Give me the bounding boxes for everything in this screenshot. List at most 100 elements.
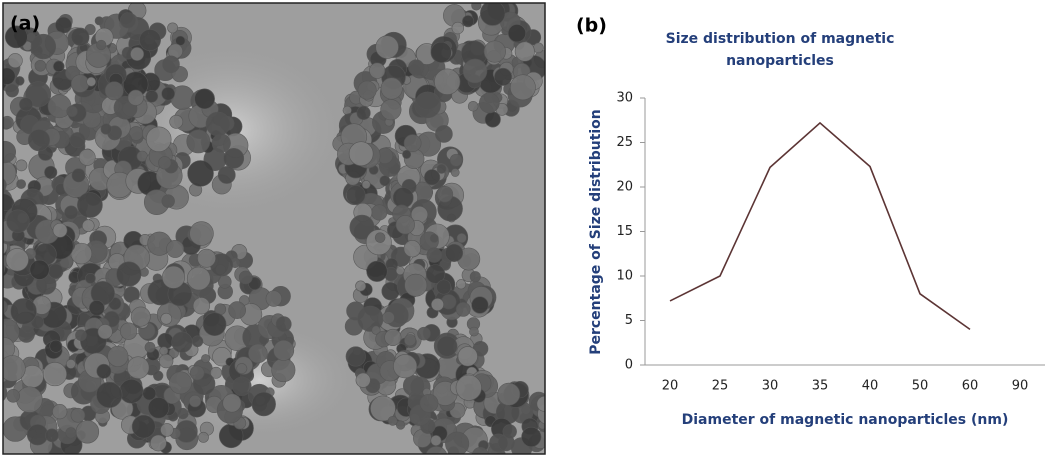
particle: [100, 123, 112, 135]
particle: [384, 328, 402, 346]
particle: [5, 83, 19, 98]
particle: [71, 27, 90, 46]
particle: [142, 386, 157, 401]
panel-label: (b): [576, 15, 607, 37]
particle: [355, 372, 371, 388]
x-tick-label: 20: [662, 379, 679, 394]
particle: [205, 111, 231, 137]
particle: [436, 279, 452, 295]
particle: [192, 297, 211, 315]
particle: [451, 21, 464, 35]
particle: [471, 3, 482, 11]
particle: [509, 74, 536, 101]
particle: [429, 233, 439, 243]
particle: [147, 397, 170, 419]
y-tick-label: 25: [616, 135, 633, 150]
particle: [48, 263, 64, 279]
particle: [348, 141, 374, 167]
particle: [166, 239, 185, 258]
particle: [65, 359, 76, 369]
particle: [430, 41, 452, 63]
particle: [445, 243, 464, 262]
particle: [201, 354, 211, 364]
particle: [251, 391, 276, 417]
particle: [97, 324, 113, 340]
particle: [70, 74, 90, 93]
particle: [380, 77, 403, 100]
particle: [232, 376, 252, 396]
particle: [449, 153, 463, 167]
particle: [435, 125, 453, 143]
particle: [387, 415, 398, 426]
particle: [75, 420, 100, 444]
particle: [10, 298, 37, 325]
particle: [130, 46, 145, 61]
x-tick-label: 50: [912, 379, 929, 394]
particle: [395, 215, 415, 235]
particle: [3, 355, 26, 382]
particle: [153, 370, 164, 381]
y-tick-label: 10: [616, 269, 633, 284]
particle: [139, 29, 161, 51]
particle: [497, 382, 521, 406]
particle: [119, 322, 138, 340]
particle: [197, 248, 216, 268]
particle: [471, 446, 489, 454]
y-tick-label: 20: [616, 180, 633, 195]
particle: [356, 105, 371, 120]
particle: [119, 379, 144, 404]
particle: [55, 16, 72, 34]
particle: [191, 335, 204, 348]
particle: [455, 374, 482, 401]
y-tick-label: 5: [625, 313, 633, 328]
particle: [145, 89, 159, 103]
particle: [265, 290, 283, 307]
particle: [480, 3, 506, 26]
particle: [361, 180, 371, 189]
particle: [217, 166, 236, 184]
particle: [396, 420, 406, 430]
particle: [107, 345, 129, 367]
particle: [14, 76, 25, 86]
particle: [187, 160, 214, 187]
particle: [189, 221, 214, 246]
particle: [157, 332, 174, 350]
particle: [3, 115, 14, 130]
particle: [395, 266, 405, 276]
particle: [467, 100, 479, 112]
particle: [119, 12, 136, 29]
panel-label: (a): [10, 13, 40, 35]
particle: [131, 414, 156, 439]
particle: [64, 205, 79, 220]
particle: [4, 25, 28, 49]
particle: [425, 446, 448, 454]
particle: [469, 326, 479, 337]
particle: [158, 156, 172, 170]
particle: [3, 140, 17, 164]
particle: [197, 431, 209, 443]
x-tick-label: 40: [862, 379, 879, 394]
particle: [469, 271, 481, 283]
particle: [462, 15, 475, 28]
particle: [0, 315, 1, 334]
particle: [417, 326, 431, 341]
particle: [371, 204, 388, 221]
particle: [436, 164, 447, 174]
particle: [52, 404, 68, 420]
particle: [186, 129, 211, 154]
particle: [167, 22, 179, 34]
x-tick-label: 35: [812, 379, 829, 394]
particle: [238, 270, 253, 285]
particle: [162, 55, 180, 74]
particle: [71, 168, 86, 183]
particle: [494, 67, 513, 86]
particle: [65, 427, 77, 439]
x-tick-label: 25: [712, 379, 729, 394]
particle: [514, 41, 535, 62]
particle: [426, 247, 442, 263]
particle: [456, 232, 467, 244]
data-line: [669, 121, 971, 331]
particle: [222, 393, 242, 413]
